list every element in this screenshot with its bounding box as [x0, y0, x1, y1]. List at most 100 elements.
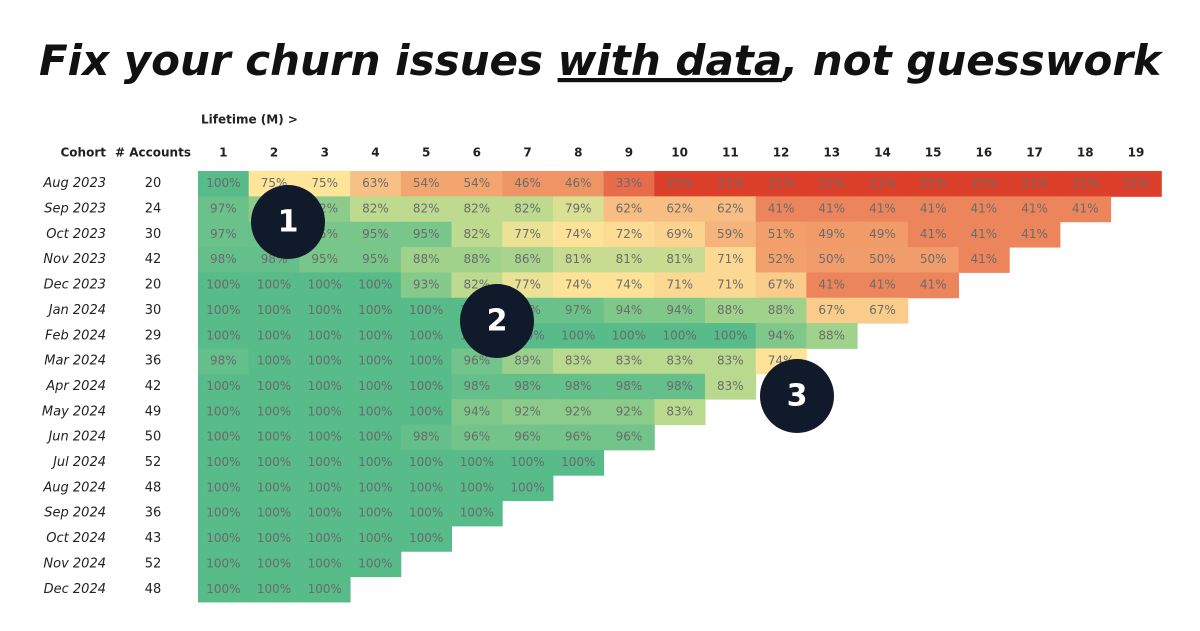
- heat-cell: [400, 475, 452, 502]
- cell-value: 100%: [308, 531, 342, 545]
- cell-value: 83%: [565, 354, 592, 368]
- cell-value: 100%: [257, 582, 291, 596]
- accounts: 20: [145, 278, 162, 293]
- cell-value: 100%: [358, 354, 392, 368]
- cell-value: 100%: [206, 404, 240, 418]
- cell-value: 100%: [561, 328, 595, 342]
- heat-cell: [248, 424, 300, 451]
- column-header: 5: [422, 146, 430, 160]
- accounts: 30: [145, 303, 162, 318]
- heat-cell: [451, 247, 503, 273]
- cell-value: 100%: [206, 582, 240, 596]
- cell-value: 21%: [818, 176, 845, 190]
- heat-cell: [1110, 171, 1162, 197]
- cell-value: 100%: [257, 506, 291, 520]
- heat-cell: [350, 424, 402, 451]
- cell-value: 74%: [616, 278, 643, 292]
- cell-value: 82%: [464, 202, 491, 216]
- heat-cell: [451, 196, 503, 223]
- cell-value: 51%: [768, 227, 795, 241]
- heat-cell: [502, 399, 554, 425]
- heat-cell: [248, 551, 300, 578]
- heat-cell: [552, 297, 605, 324]
- heat-cell: [907, 247, 959, 273]
- cell-value: 100%: [409, 354, 443, 368]
- cell-value: 100%: [308, 455, 342, 469]
- cohort-header: Cohort: [61, 146, 107, 160]
- cell-value: 72%: [616, 227, 643, 241]
- cell-value: 41%: [920, 202, 947, 216]
- heat-cell: [603, 399, 655, 425]
- cell-value: 95%: [362, 252, 389, 266]
- heat-cell: [248, 449, 300, 476]
- heat-cell: [299, 551, 351, 578]
- heat-cell: [299, 323, 351, 349]
- cell-value: 100%: [358, 455, 392, 469]
- column-header: 2: [270, 146, 278, 160]
- title-part: , not guesswork: [780, 36, 1164, 85]
- heat-cell: [299, 348, 351, 375]
- heat-cell: [654, 373, 706, 400]
- cell-value: 100%: [206, 176, 240, 190]
- heat-cell: [248, 323, 300, 349]
- cell-value: 100%: [460, 455, 494, 469]
- heat-cell: [400, 323, 452, 349]
- heat-cell: [198, 525, 250, 552]
- cohort-label: Mar 2024: [44, 354, 106, 369]
- cell-value: 97%: [210, 227, 237, 241]
- cell-value: 74%: [565, 227, 592, 241]
- cell-value: 100%: [206, 379, 240, 393]
- cell-value: 69%: [666, 227, 693, 241]
- heat-cell: [299, 576, 351, 603]
- heat-cell: [755, 247, 807, 273]
- cell-value: 71%: [717, 278, 744, 292]
- heat-cell: [350, 373, 402, 400]
- heat-cell: [806, 323, 858, 349]
- heat-cell: [603, 323, 655, 349]
- cell-value: 100%: [206, 480, 240, 494]
- column-header: 4: [371, 146, 379, 160]
- heat-cell: [502, 247, 554, 273]
- heat-cell: [603, 272, 655, 299]
- column-header: 3: [321, 146, 329, 160]
- heat-cell: [198, 551, 250, 578]
- heat-cell: [857, 171, 909, 197]
- cell-value: 98%: [565, 379, 592, 393]
- cell-value: 62%: [616, 202, 643, 216]
- cell-value: 41%: [971, 202, 998, 216]
- heat-cell: [451, 373, 503, 400]
- heat-cell: [451, 475, 503, 502]
- heat-cell: [198, 221, 250, 248]
- cell-value: 100%: [358, 379, 392, 393]
- cell-value: 100%: [409, 506, 443, 520]
- accounts: 20: [145, 176, 162, 191]
- heat-cell: [603, 373, 655, 400]
- heat-cell: [806, 247, 858, 273]
- cell-value: 97%: [565, 303, 592, 317]
- column-header: 6: [473, 146, 481, 160]
- heat-cell: [654, 247, 706, 273]
- heat-cell: [198, 399, 250, 425]
- heat-cell: [603, 348, 655, 375]
- heat-cell: [603, 424, 655, 451]
- heat-cell: [451, 221, 503, 248]
- cell-value: 41%: [869, 202, 896, 216]
- cell-value: 100%: [257, 278, 291, 292]
- column-header: 15: [925, 146, 942, 160]
- heat-cell: [705, 297, 757, 324]
- cell-value: 100%: [409, 480, 443, 494]
- heat-cell: [705, 196, 757, 223]
- cell-value: 83%: [717, 354, 744, 368]
- heat-cell: [350, 475, 402, 502]
- cell-value: 100%: [358, 556, 392, 570]
- cell-value: 83%: [717, 379, 744, 393]
- heat-cell: [400, 399, 452, 425]
- accounts-header: # Accounts: [115, 146, 191, 160]
- heat-cell: [857, 272, 909, 299]
- cell-value: 71%: [717, 252, 744, 266]
- cell-value: 52%: [768, 252, 795, 266]
- cell-value: 100%: [308, 582, 342, 596]
- heat-cell: [198, 475, 250, 502]
- cell-value: 100%: [409, 455, 443, 469]
